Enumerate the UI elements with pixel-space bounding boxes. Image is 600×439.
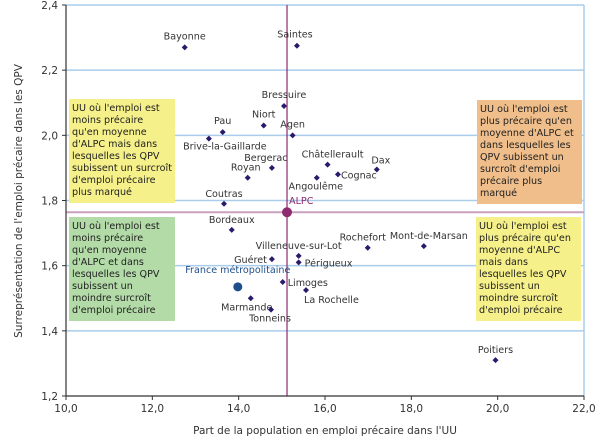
y-tick-label: 2,2 [41,65,58,77]
point-label: Royan [231,163,261,174]
data-point [268,306,275,313]
point-label: Niort [252,110,276,121]
point-label: Marmande [221,302,272,313]
data-point [268,256,275,263]
point-label: Châtellerault [302,149,364,161]
data-point [280,103,287,110]
data-point [260,122,267,129]
reference-lines [66,5,584,396]
data-point [364,244,371,251]
point-label: Dax [371,156,390,167]
y-tick-label: 1,4 [41,326,58,338]
point-label: Villeneuve-sur-Lot [256,241,342,252]
alpc-label: ALPC [289,196,314,207]
point-label: Cognac [341,170,377,181]
data-point [219,129,226,136]
data-point [181,44,188,51]
x-tick-label: 12,0 [141,403,164,415]
data-point [313,174,320,181]
france-label: France métropolitaine [185,264,290,276]
data-point [205,135,212,142]
alpc-point [282,207,293,218]
x-tick-label: 14,0 [227,403,250,415]
annotation-bottom-right: UU où l'emploi est plus précaire qu'en m… [476,217,581,321]
data-point [293,42,300,49]
data-point [420,243,427,250]
data-point [228,226,235,233]
data-point [295,259,302,266]
data-point [268,164,275,171]
point-label: Coutras [205,189,242,200]
data-point [247,295,254,302]
point-label: Bergerac [244,153,287,164]
data-point [334,171,341,178]
point-label: Agen [280,119,305,130]
x-axis-label: Part de la population en emploi précaire… [193,425,457,437]
data-point [324,161,331,168]
france-point [233,282,243,292]
x-tick-label: 20,0 [486,403,509,415]
point-label: La Rochelle [304,295,359,306]
point-label: Tonneins [248,314,291,325]
data-point [295,252,302,259]
data-point [373,166,380,173]
data-point [289,132,296,139]
y-tick-label: 1,6 [41,261,58,273]
point-label: Limoges [288,278,328,289]
point-label: Saintes [277,30,312,41]
y-tick-label: 1,2 [41,391,58,403]
data-point [303,287,310,294]
x-tick-label: 16,0 [313,403,336,415]
data-point [279,278,286,285]
data-points: Bayonne Saintes Bressuire Niort Agen Pau Brive… [164,30,513,364]
y-tick-label: 1,8 [41,196,58,208]
point-label: Mont-de-Marsan [390,231,468,242]
y-axis-label: Surreprésentation de l'emploi précaire d… [13,63,25,338]
x-tick-label: 10,0 [54,403,77,415]
annotation-top-left: UU où l'emploi est moins précaire qu'en … [69,99,175,203]
x-tick-label: 22,0 [572,403,595,415]
point-label: Guéret [234,254,267,266]
annotation-top-right: UU où l'emploi est plus précaire qu'en m… [477,100,582,204]
annotation-bottom-left: UU où l'emploi est moins précaire qu'en … [69,217,175,321]
point-label: Périgueux [305,257,353,269]
data-point [492,357,499,364]
point-label: Bressuire [262,90,307,101]
point-label: Bordeaux [209,215,255,226]
y-tick-label: 2,0 [41,130,58,142]
x-tick-label: 18,0 [400,403,423,415]
data-point [220,200,227,207]
point-label: Pau [214,116,231,127]
data-point [244,174,251,181]
point-label: Bayonne [164,31,206,42]
point-label: Poitiers [478,345,513,356]
point-label: Rochefort [340,233,387,244]
point-label: Brive-la-Gaillarde [183,142,267,153]
y-tick-label: 2,4 [41,0,58,12]
point-label: Angoulême [289,181,344,193]
axes: 1,2 1,4 1,6 1,8 2,0 2,2 2,4 10,0 12,0 14,0 16,0 18,… [41,0,595,415]
